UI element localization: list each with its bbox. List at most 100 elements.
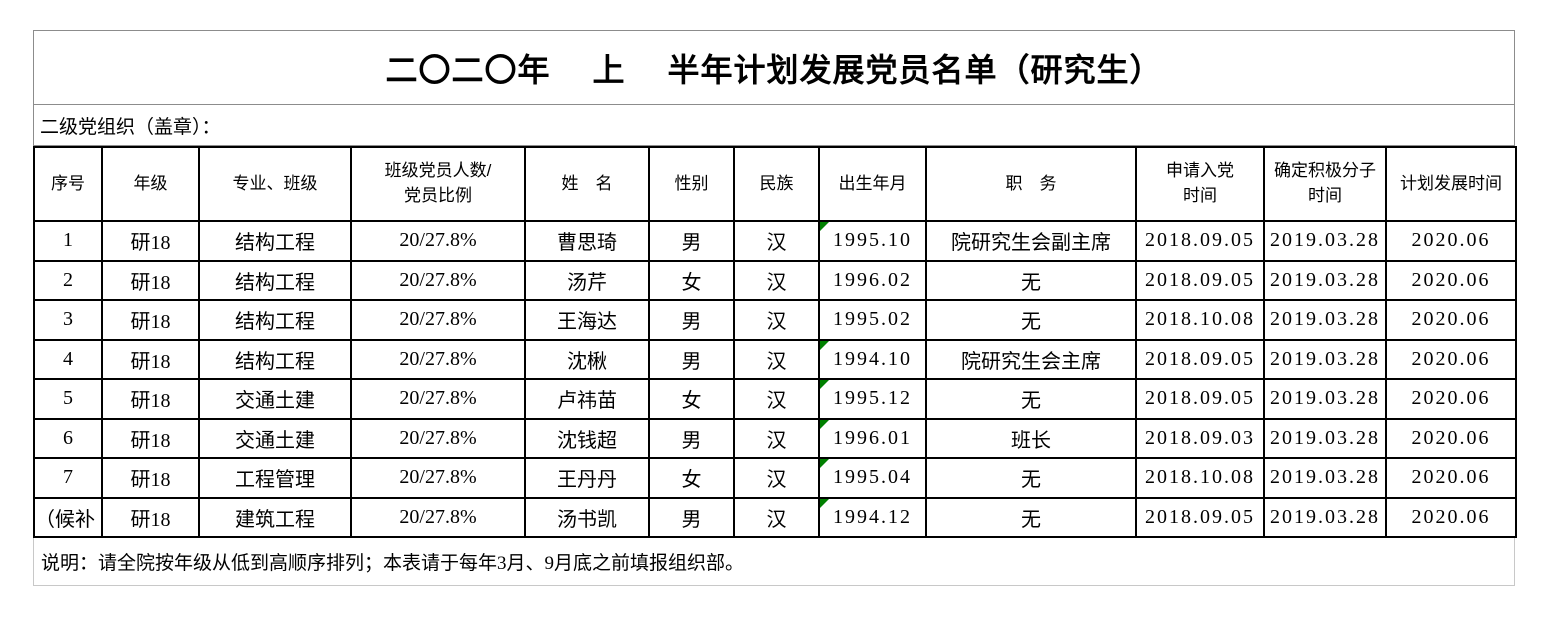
cell-position: 院研究生会主席 [925,338,1137,380]
stamp-label: 二级党组织（盖章）： [40,116,221,138]
birth-date-text: 1995.04 [833,466,912,489]
header-plan-time: 计划发展时间 [1385,146,1517,222]
cell-apply-time: 2018.09.05 [1135,220,1265,262]
header-ethnicity: 民族 [733,146,820,222]
cell-error-flag-icon [821,499,829,508]
cell-gender: 男 [648,496,735,538]
cell-position: 无 [925,457,1137,499]
cell-position: 无 [925,259,1137,301]
header-row: 序号 年级 专业、班级 班级党员人数/ 党员比例 姓 名 性别 民族 出生年月 … [33,146,1517,222]
stamp-row: 二级党组织（盖章）： [33,105,1515,146]
cell-plan-time: 2020.06 [1385,220,1517,262]
cell-error-flag-icon [821,459,829,468]
cell-plan-time: 2020.06 [1385,338,1517,380]
cell-position: 班长 [925,417,1137,459]
cell-gender: 男 [648,220,735,262]
birth-date-text: 1995.10 [833,229,912,252]
cell-plan-time: 2020.06 [1385,457,1517,499]
cell-grade: 研18 [101,338,200,380]
cell-birth-date: 1996.01 [818,417,927,459]
cell-major: 结构工程 [198,259,352,301]
cell-name: 曹思琦 [524,220,650,262]
header-gender: 性别 [648,146,735,222]
cell-activist-time: 2019.03.28 [1263,299,1387,341]
cell-name: 汤芹 [524,259,650,301]
header-index: 序号 [33,146,103,222]
table-row: 4 研18 结构工程 20/27.8% 沈楸 男 汉 1994.10 院研究生会… [33,338,1517,380]
birth-date-text: 1995.02 [833,308,912,331]
cell-plan-time: 2020.06 [1385,378,1517,420]
cell-ethnicity: 汉 [733,220,820,262]
cell-plan-time: 2020.06 [1385,259,1517,301]
cell-index: （候补 [33,496,103,538]
cell-ethnicity: 汉 [733,417,820,459]
cell-ratio: 20/27.8% [350,259,526,301]
sheet: 二〇二〇年 上 半年计划发展党员名单（研究生） 二级党组织（盖章）： 序号 年级… [33,30,1517,586]
cell-index: 2 [33,259,103,301]
cell-ethnicity: 汉 [733,378,820,420]
cell-apply-time: 2018.09.03 [1135,417,1265,459]
cell-plan-time: 2020.06 [1385,299,1517,341]
party-member-table: 序号 年级 专业、班级 班级党员人数/ 党员比例 姓 名 性别 民族 出生年月 … [33,146,1517,538]
cell-position: 无 [925,299,1137,341]
cell-name: 王丹丹 [524,457,650,499]
cell-birth-date: 1995.02 [818,299,927,341]
cell-ethnicity: 汉 [733,259,820,301]
table-row: 2 研18 结构工程 20/27.8% 汤芹 女 汉 1996.02 无 201… [33,259,1517,301]
cell-index: 6 [33,417,103,459]
cell-apply-time: 2018.10.08 [1135,299,1265,341]
cell-grade: 研18 [101,299,200,341]
cell-birth-date: 1994.12 [818,496,927,538]
cell-ethnicity: 汉 [733,299,820,341]
cell-birth-date: 1995.12 [818,378,927,420]
cell-error-flag-icon [821,222,829,231]
birth-date-text: 1996.02 [833,268,912,291]
cell-name: 王海达 [524,299,650,341]
cell-grade: 研18 [101,259,200,301]
header-grade: 年级 [101,146,200,222]
cell-gender: 男 [648,299,735,341]
cell-activist-time: 2019.03.28 [1263,496,1387,538]
cell-ethnicity: 汉 [733,338,820,380]
header-apply-time: 申请入党 时间 [1135,146,1265,222]
cell-gender: 女 [648,378,735,420]
cell-grade: 研18 [101,457,200,499]
cell-name: 卢祎苗 [524,378,650,420]
cell-plan-time: 2020.06 [1385,417,1517,459]
cell-major: 结构工程 [198,299,352,341]
cell-birth-date: 1995.04 [818,457,927,499]
cell-ratio: 20/27.8% [350,457,526,499]
cell-gender: 男 [648,417,735,459]
birth-date-text: 1994.10 [833,347,912,370]
cell-error-flag-icon [821,341,829,350]
cell-ratio: 20/27.8% [350,417,526,459]
cell-activist-time: 2019.03.28 [1263,417,1387,459]
cell-error-flag-icon [821,380,829,389]
cell-apply-time: 2018.09.05 [1135,496,1265,538]
cell-birth-date: 1994.10 [818,338,927,380]
page-title: 二〇二〇年 上 半年计划发展党员名单（研究生） [385,51,1163,88]
cell-activist-time: 2019.03.28 [1263,378,1387,420]
cell-major: 工程管理 [198,457,352,499]
cell-grade: 研18 [101,496,200,538]
cell-ethnicity: 汉 [733,496,820,538]
cell-gender: 女 [648,259,735,301]
cell-birth-date: 1995.10 [818,220,927,262]
cell-ratio: 20/27.8% [350,378,526,420]
cell-grade: 研18 [101,378,200,420]
cell-ratio: 20/27.8% [350,220,526,262]
document-title: 二〇二〇年 上 半年计划发展党员名单（研究生） [33,30,1515,105]
cell-major: 结构工程 [198,220,352,262]
cell-gender: 女 [648,457,735,499]
birth-date-text: 1996.01 [833,426,912,449]
table-row: 7 研18 工程管理 20/27.8% 王丹丹 女 汉 1995.04 无 20… [33,457,1517,499]
cell-gender: 男 [648,338,735,380]
cell-apply-time: 2018.09.05 [1135,259,1265,301]
cell-position: 院研究生会副主席 [925,220,1137,262]
table-row: 3 研18 结构工程 20/27.8% 王海达 男 汉 1995.02 无 20… [33,299,1517,341]
cell-position: 无 [925,378,1137,420]
cell-activist-time: 2019.03.28 [1263,457,1387,499]
header-birth: 出生年月 [818,146,927,222]
cell-activist-time: 2019.03.28 [1263,220,1387,262]
cell-apply-time: 2018.09.05 [1135,378,1265,420]
